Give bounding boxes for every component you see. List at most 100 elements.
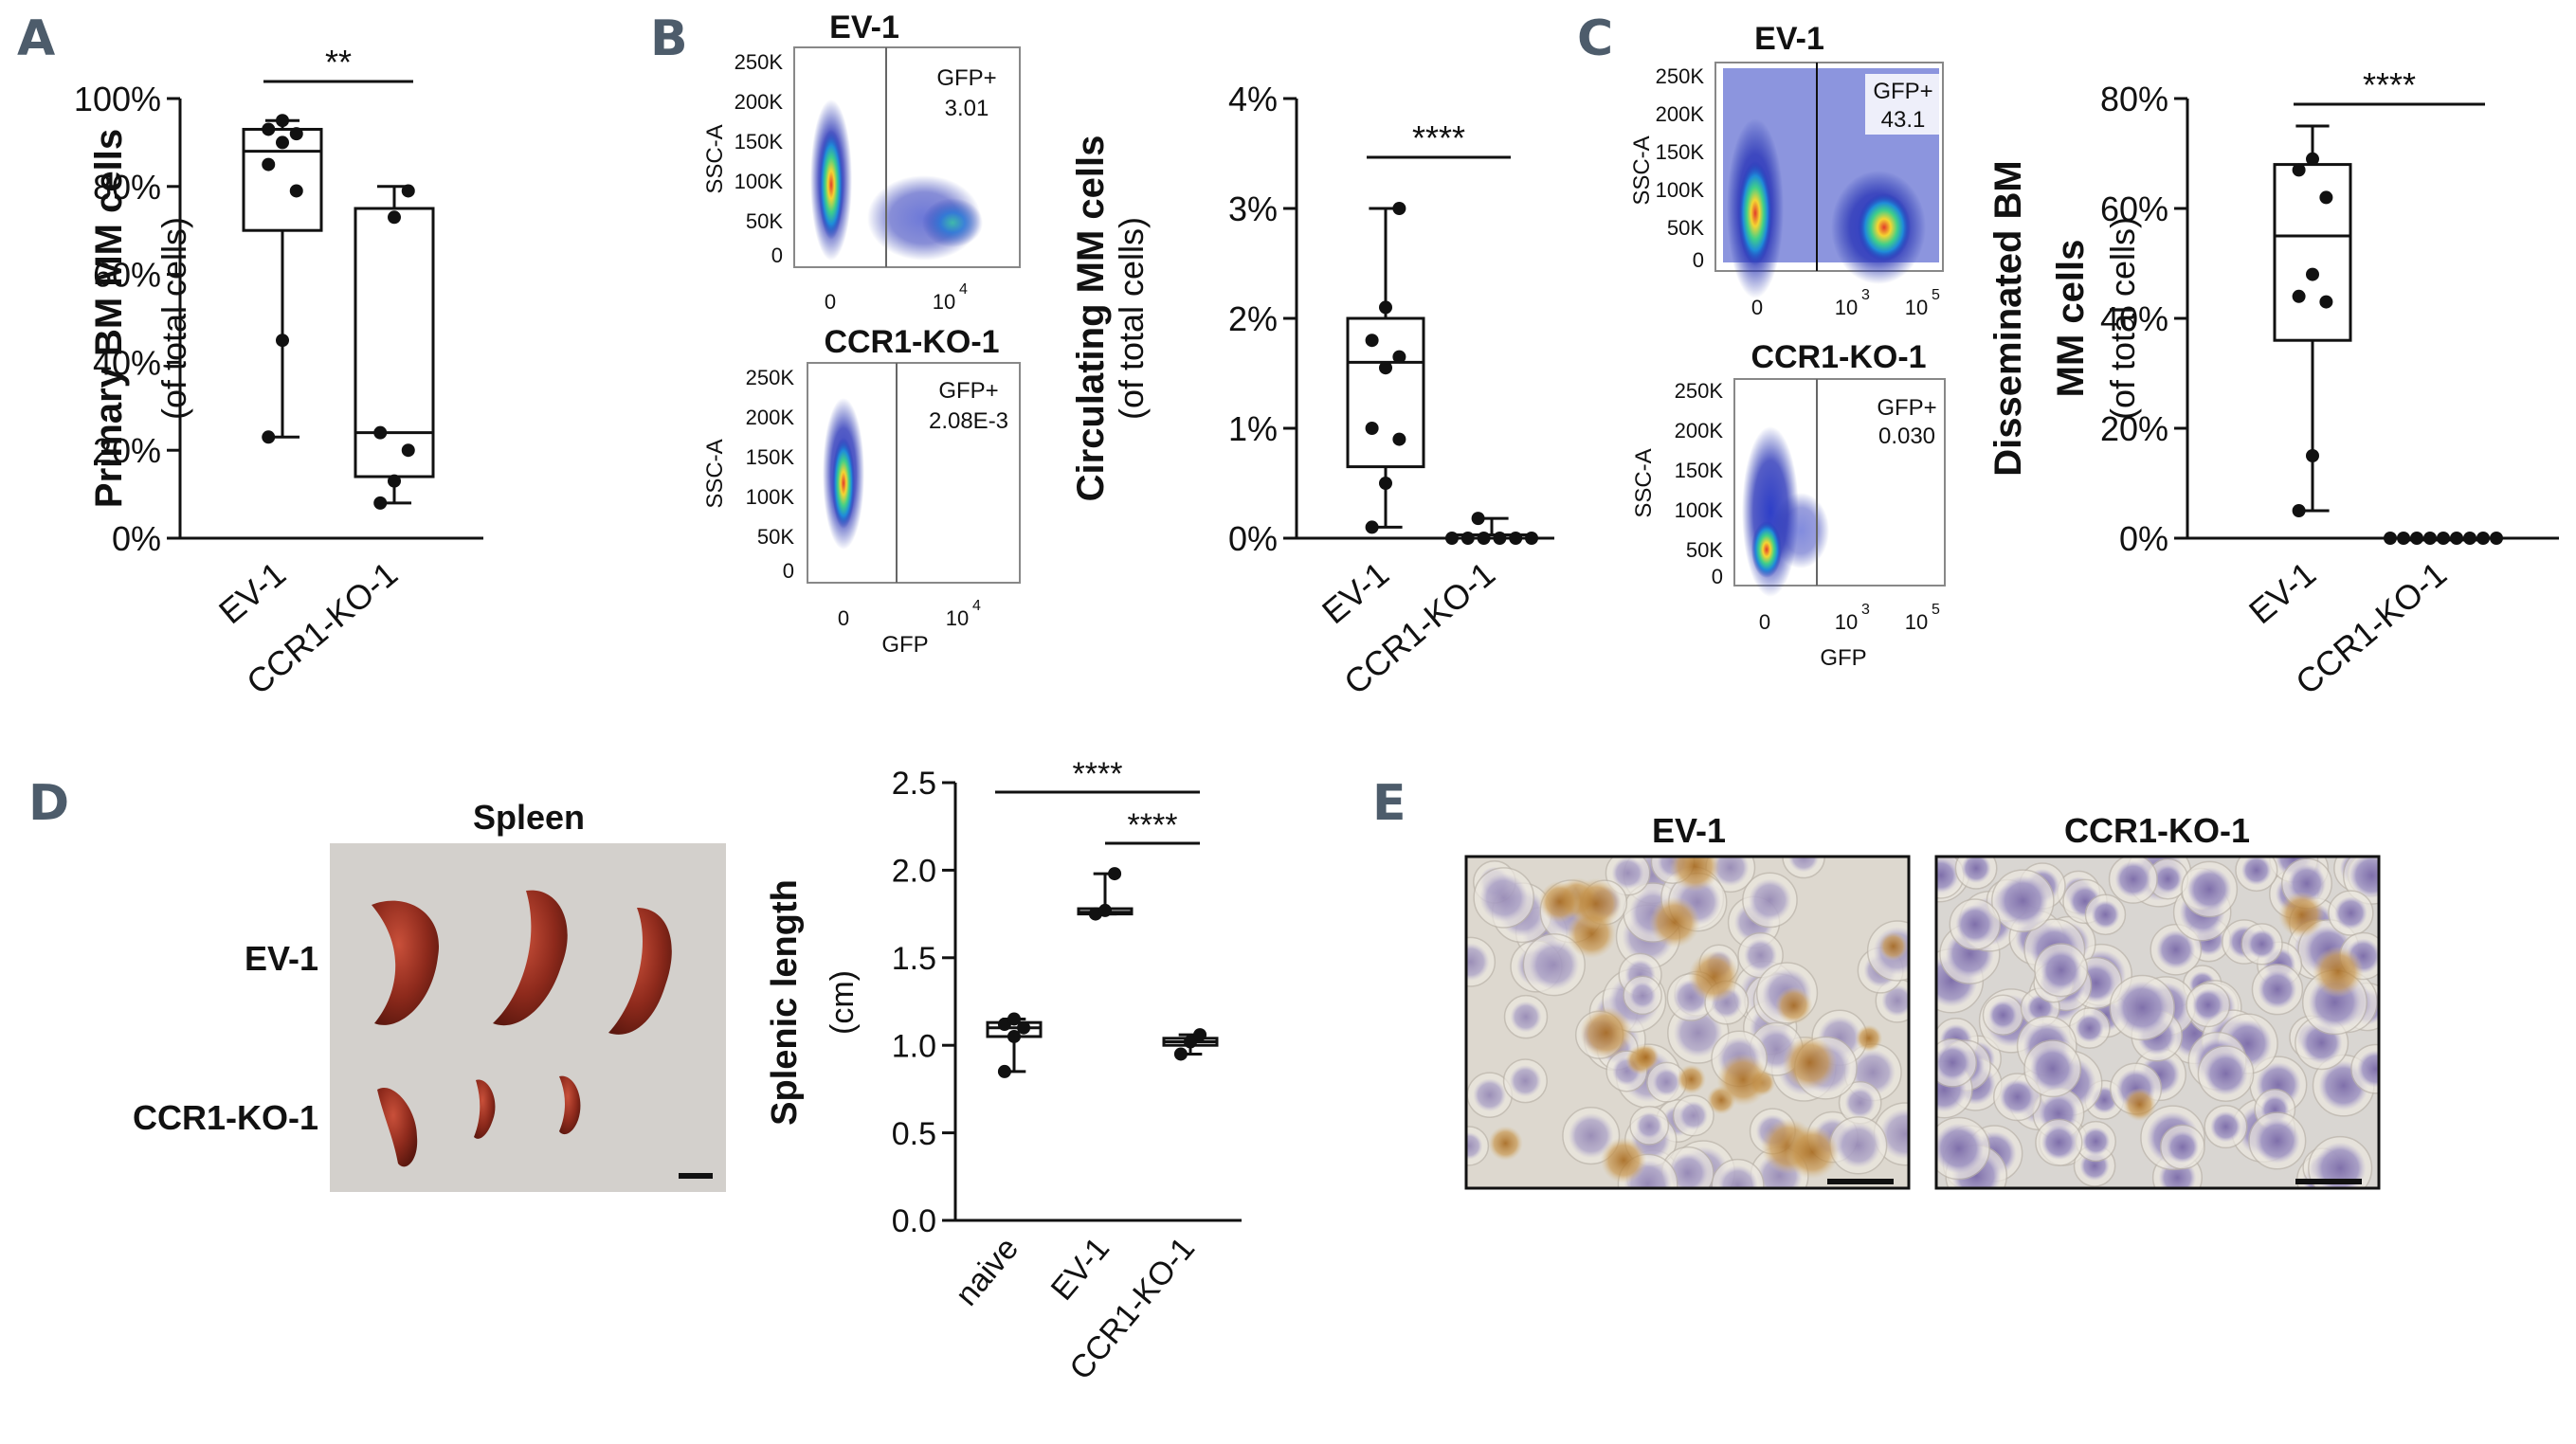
panel-letter-a: A (17, 10, 55, 67)
nucleus (2313, 1142, 2367, 1188)
svg-text:200K: 200K (746, 406, 795, 429)
density-scatter (1723, 68, 1939, 298)
nucleus (1510, 1001, 1542, 1033)
spleen-ko (377, 1075, 581, 1167)
stained-cell (1579, 1006, 1633, 1059)
data-point (262, 157, 276, 171)
data-point (1509, 532, 1523, 545)
svg-text:100K: 100K (735, 170, 784, 193)
data-point (2384, 532, 2397, 545)
flow-plot-b-ko: CCR1-KO-1 GFP+ 2.08E-3 SSC-A 250K 200K 1… (702, 324, 1021, 658)
y-axis-label: SSC-A (702, 124, 728, 193)
box-ev-1 (2273, 124, 2352, 517)
nucleus (1509, 1064, 1542, 1097)
nucleus (1955, 904, 1995, 945)
gate-value: 0.030 (1878, 424, 1935, 449)
x-ticks: 0 10 3 10 5 (1759, 602, 1940, 634)
stained-cell (2312, 946, 2365, 998)
density-scatter (810, 99, 983, 261)
flow-title: CCR1-KO-1 (1751, 339, 1926, 375)
gate-value: 43.1 (1881, 107, 1926, 133)
flow-title: EV-1 (1754, 21, 1824, 57)
data-point (2292, 163, 2306, 177)
svg-text:200K: 200K (1675, 419, 1724, 442)
panel-letter-c: C (1577, 10, 1613, 67)
data-point (1477, 532, 1491, 545)
data-point (373, 496, 388, 510)
nucleus (1479, 873, 1529, 922)
x-ticks: 0 10 4 (825, 281, 968, 314)
nucleus (1635, 1111, 1663, 1140)
nucleus (1652, 1068, 1681, 1096)
nucleus (2115, 981, 2169, 1035)
stained-cell (1648, 896, 1701, 948)
svg-text:4: 4 (972, 598, 981, 614)
spleen-photo-panel: Spleen EV-1 CCR1-KO-1 (133, 798, 726, 1192)
data-point (2463, 532, 2476, 545)
data-point (2397, 532, 2410, 545)
nucleus (1999, 1078, 2036, 1115)
y-tick-label: 20% (93, 431, 161, 470)
data-point (2410, 532, 2423, 545)
svg-text:5: 5 (1932, 287, 1940, 303)
nucleus (2040, 948, 2082, 991)
data-point (2490, 532, 2503, 545)
stained-cell (1676, 1064, 1707, 1094)
x-axis-label: GFP (1820, 645, 1866, 671)
data-point (373, 425, 388, 440)
data-point (276, 135, 289, 150)
svg-text:10: 10 (1905, 610, 1928, 634)
scale-bar (1827, 1179, 1894, 1184)
stained-cell (2277, 891, 2325, 938)
y-tick-label: 20% (2100, 409, 2168, 448)
data-point (1379, 300, 1392, 315)
y-tick-label: 0% (2119, 519, 2168, 558)
gate-label: GFP+ (938, 378, 998, 404)
y-axis-label-2: (of total cells) (154, 217, 193, 420)
nucleus (2041, 1125, 2077, 1161)
box-ccr1-ko-1 (1162, 1028, 1219, 1061)
svg-text:10: 10 (1835, 296, 1858, 319)
data-point (1392, 350, 1406, 364)
flow-plot-c-ko: CCR1-KO-1 GFP+ 0.030 SSC-A 250K 200K 150… (1631, 339, 1946, 671)
nucleus (1881, 984, 1909, 1017)
y-tick-label: 3% (1228, 190, 1278, 228)
photo-title: Spleen (473, 798, 585, 837)
data-point (276, 334, 289, 348)
y-tick-label: 0.5 (892, 1116, 936, 1152)
density-scatter (823, 398, 864, 550)
nucleus (1678, 1101, 1709, 1130)
x-axis-label: GFP (881, 632, 928, 658)
svg-text:150K: 150K (1656, 140, 1705, 164)
data-point (2476, 532, 2490, 545)
significance-label: **** (1073, 756, 1123, 792)
y-axis-label-3: (of total cells) (2103, 217, 2142, 420)
box-ccr1-ko-1 (2384, 532, 2503, 545)
y-tick-label: 4% (1228, 80, 1278, 118)
svg-text:50K: 50K (1686, 538, 1723, 562)
svg-text:0: 0 (1712, 565, 1723, 588)
data-point (2423, 532, 2437, 545)
nucleus (1748, 878, 1792, 922)
nucleus (2029, 1046, 2076, 1092)
y-tick-label: 0% (112, 519, 161, 558)
box-ev-1 (1346, 202, 1425, 534)
nucleus (2091, 900, 2120, 930)
data-point (1108, 867, 1122, 881)
nucleus (2114, 860, 2152, 898)
nucleus (2240, 857, 2272, 886)
svg-text:150K: 150K (1675, 459, 1724, 482)
data-point (388, 210, 401, 225)
ihc-panel: EV-1 CCR1-KO-1 (1464, 811, 2381, 1190)
nucleus (2191, 988, 2224, 1021)
y-tick-label: 0% (1228, 519, 1278, 558)
nucleus (2156, 930, 2196, 969)
significance-label: **** (1128, 807, 1178, 843)
nucleus (2258, 969, 2297, 1009)
y-tick-label: 80% (93, 168, 161, 207)
nucleus (2349, 857, 2379, 899)
data-point (1392, 202, 1406, 215)
y-axis-label: SSC-A (702, 439, 728, 508)
x-ticks: 0 10 4 (838, 598, 981, 630)
svg-text:0: 0 (1693, 248, 1704, 272)
